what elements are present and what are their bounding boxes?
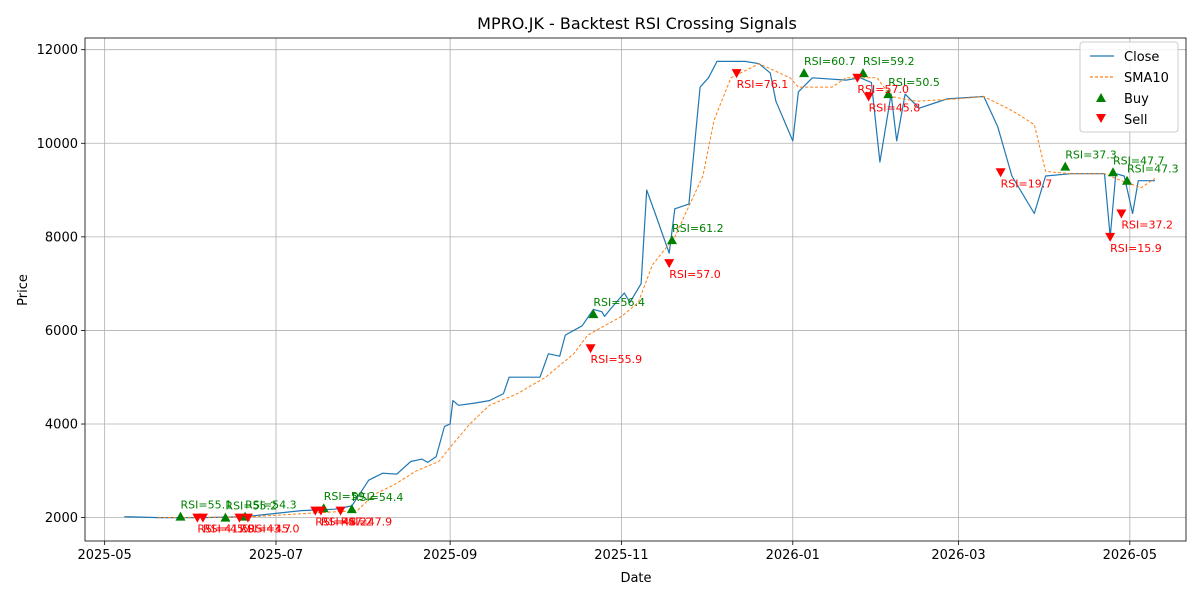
sell-signal-marker — [731, 69, 742, 79]
legend-buy-label: Buy — [1124, 92, 1149, 107]
sell-signal-label: RSI=47.2 — [321, 516, 373, 529]
chart-title: MPRO.JK - Backtest RSI Crossing Signals — [477, 14, 797, 33]
legend-sell-marker — [1096, 114, 1106, 123]
legend-close-label: Close — [1124, 50, 1159, 65]
x-tick-label: 2026-01 — [766, 548, 820, 563]
sell-signal-marker — [852, 73, 863, 83]
x-tick-label: 2025-11 — [594, 548, 648, 563]
sell-signal-label: RSI=19.7 — [1001, 177, 1053, 190]
x-tick-label: 2025-05 — [77, 548, 131, 563]
y-tick-label: 12000 — [37, 43, 78, 58]
sell-signal-label: RSI=76.1 — [737, 78, 789, 91]
x-tick-label: 2026-03 — [931, 548, 985, 563]
plot-frame — [84, 37, 1187, 542]
series-lines — [124, 60, 1156, 519]
buy-signal-label: RSI=47.7 — [1113, 154, 1165, 167]
x-tick-label: 2025-07 — [249, 548, 303, 563]
buy-signal-marker — [1107, 167, 1118, 177]
buy-signal-label: RSI=54.4 — [352, 491, 404, 504]
sell-signal-marker — [585, 344, 596, 354]
buy-signal-label: RSI=54.3 — [245, 499, 297, 512]
axes: 2025-05 2025-07 2025-09 2025-11 2026-01 2026-… — [37, 37, 1187, 563]
sell-signal-label: RSI=45.0 — [203, 523, 255, 536]
y-tick-label: 8000 — [45, 230, 78, 245]
buy-signal-label: RSI=50.5 — [888, 76, 940, 89]
x-axis-label: Date — [620, 571, 651, 586]
buy-signal-label: RSI=59.2 — [324, 490, 376, 503]
y-axis-label: Price — [16, 274, 31, 306]
grid-lines — [85, 38, 1186, 541]
sell-signal-label: RSI=48.2 — [315, 516, 367, 529]
legend-buy-marker — [1096, 93, 1106, 102]
sell-signal-marker — [1105, 232, 1116, 242]
sell-signal-marker — [197, 513, 208, 523]
sell-signal-marker — [315, 506, 326, 516]
sma10-line — [157, 63, 1156, 519]
sell-signal-label: RSI=55.9 — [591, 353, 643, 366]
signal-markers: RSI=55.1RSI=55.2RSI=54.3RSI=59.2RSI=54.4… — [175, 55, 1179, 536]
legend-sell-label: Sell — [1124, 113, 1147, 128]
buy-signal-label: RSI=55.2 — [225, 500, 277, 513]
buy-signal-marker — [220, 512, 231, 522]
y-tick-label: 6000 — [45, 324, 78, 339]
y-tick-label: 10000 — [37, 137, 78, 152]
sell-signal-label: RSI=15.9 — [1110, 242, 1162, 255]
buy-signal-label: RSI=61.2 — [672, 222, 724, 235]
sell-signal-label: RSI=45.0 — [248, 523, 300, 536]
legend-sma-label: SMA10 — [1124, 71, 1169, 86]
sell-signal-label: RSI=37.2 — [1121, 218, 1173, 231]
buy-signal-marker — [883, 89, 894, 99]
buy-signal-label: RSI=47.3 — [1127, 163, 1179, 176]
x-tick-label: 2026-05 — [1103, 548, 1157, 563]
y-tick-label: 4000 — [45, 418, 78, 433]
sell-signal-marker — [863, 92, 874, 102]
buy-signal-label: RSI=56.4 — [593, 296, 645, 309]
buy-signal-label: RSI=37.3 — [1065, 149, 1117, 162]
sell-signal-label: RSI=57.0 — [669, 268, 721, 281]
y-tick-label: 2000 — [45, 511, 78, 526]
sell-signal-label: RSI=41.5 — [197, 523, 249, 536]
buy-signal-marker — [667, 235, 678, 245]
buy-signal-marker — [1122, 175, 1133, 185]
sell-signal-marker — [242, 513, 253, 523]
sell-signal-marker — [335, 506, 346, 516]
sell-signal-marker — [995, 168, 1006, 178]
buy-signal-marker — [1060, 161, 1071, 171]
sell-signal-label: RSI=45.8 — [869, 101, 921, 114]
legend-frame — [1079, 41, 1179, 133]
sell-signal-marker — [1116, 209, 1127, 219]
buy-signal-label: RSI=60.7 — [804, 55, 856, 68]
sell-signal-label: RSI=47.9 — [341, 516, 393, 529]
buy-signal-label: RSI=55.1 — [180, 499, 232, 512]
sell-signal-marker — [234, 513, 245, 523]
buy-signal-marker — [175, 511, 186, 521]
sell-signal-label: RSI=43.7 — [239, 523, 291, 536]
legend: Close SMA10 Buy Sell — [1079, 41, 1179, 133]
sell-signal-marker — [664, 259, 675, 269]
buy-signal-marker — [346, 504, 357, 514]
x-tick-label: 2025-09 — [423, 548, 477, 563]
buy-signal-marker — [588, 309, 599, 319]
buy-signal-label: RSI=59.2 — [863, 55, 915, 68]
buy-signal-marker — [799, 68, 810, 78]
